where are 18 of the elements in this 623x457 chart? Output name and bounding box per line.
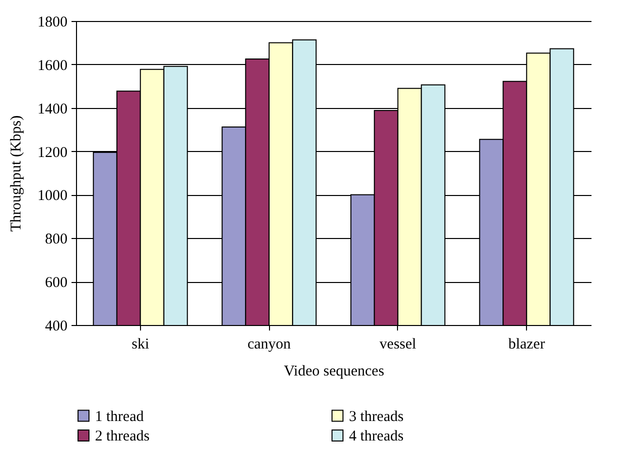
y-tick-label: 1200: [38, 144, 68, 161]
legend-label: 1 thread: [95, 408, 144, 425]
legend-label: 3 threads: [349, 408, 404, 425]
x-tick-label: ski: [132, 336, 150, 352]
x-tick-label: vessel: [380, 336, 416, 352]
y-tick-label: 600: [45, 275, 68, 292]
y-tick-label: 800: [45, 232, 68, 248]
y-tick-label: 1800: [38, 14, 68, 30]
x-tick-label: blazer: [508, 336, 545, 352]
y-axis-title: Throughput (Kbps): [8, 115, 24, 232]
x-tick-label: canyon: [247, 336, 292, 352]
y-tick-label: 1400: [38, 101, 68, 118]
x-axis-title: Video sequences: [284, 364, 384, 380]
y-tick-label: 400: [45, 318, 68, 334]
y-tick-label: 1600: [38, 58, 68, 74]
legend-label: 2 threads: [95, 428, 150, 444]
y-tick-label: 1000: [38, 188, 68, 204]
legend-label: 4 threads: [349, 428, 404, 444]
